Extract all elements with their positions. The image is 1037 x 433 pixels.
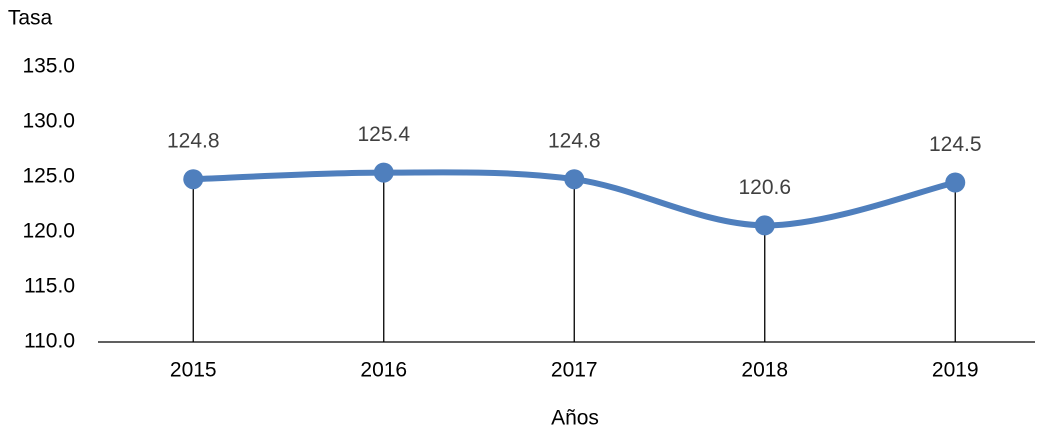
value-label: 120.6 bbox=[738, 176, 791, 199]
value-label: 124.5 bbox=[929, 133, 982, 156]
x-tick-label: 2015 bbox=[170, 359, 217, 382]
marker bbox=[183, 169, 204, 190]
y-tick-label: 135.0 bbox=[22, 55, 75, 78]
y-axis-title: Tasa bbox=[8, 7, 53, 30]
value-label: 124.8 bbox=[548, 130, 601, 153]
x-tick-label: 2018 bbox=[741, 359, 788, 382]
x-tick-label: 2019 bbox=[932, 359, 979, 382]
y-tick-label: 120.0 bbox=[22, 220, 75, 243]
x-tick-label: 2017 bbox=[551, 359, 598, 382]
y-tick-label: 110.0 bbox=[24, 330, 75, 353]
marker bbox=[564, 169, 585, 190]
value-label: 124.8 bbox=[167, 130, 220, 153]
x-tick-label: 2016 bbox=[360, 359, 407, 382]
x-axis-title: Años bbox=[551, 407, 599, 430]
y-tick-label: 125.0 bbox=[22, 165, 75, 188]
value-label: 125.4 bbox=[357, 123, 410, 146]
marker bbox=[373, 162, 394, 183]
marker bbox=[945, 172, 966, 193]
y-tick-label: 130.0 bbox=[22, 110, 75, 133]
y-tick-label: 115.0 bbox=[24, 275, 75, 298]
marker bbox=[754, 215, 775, 236]
